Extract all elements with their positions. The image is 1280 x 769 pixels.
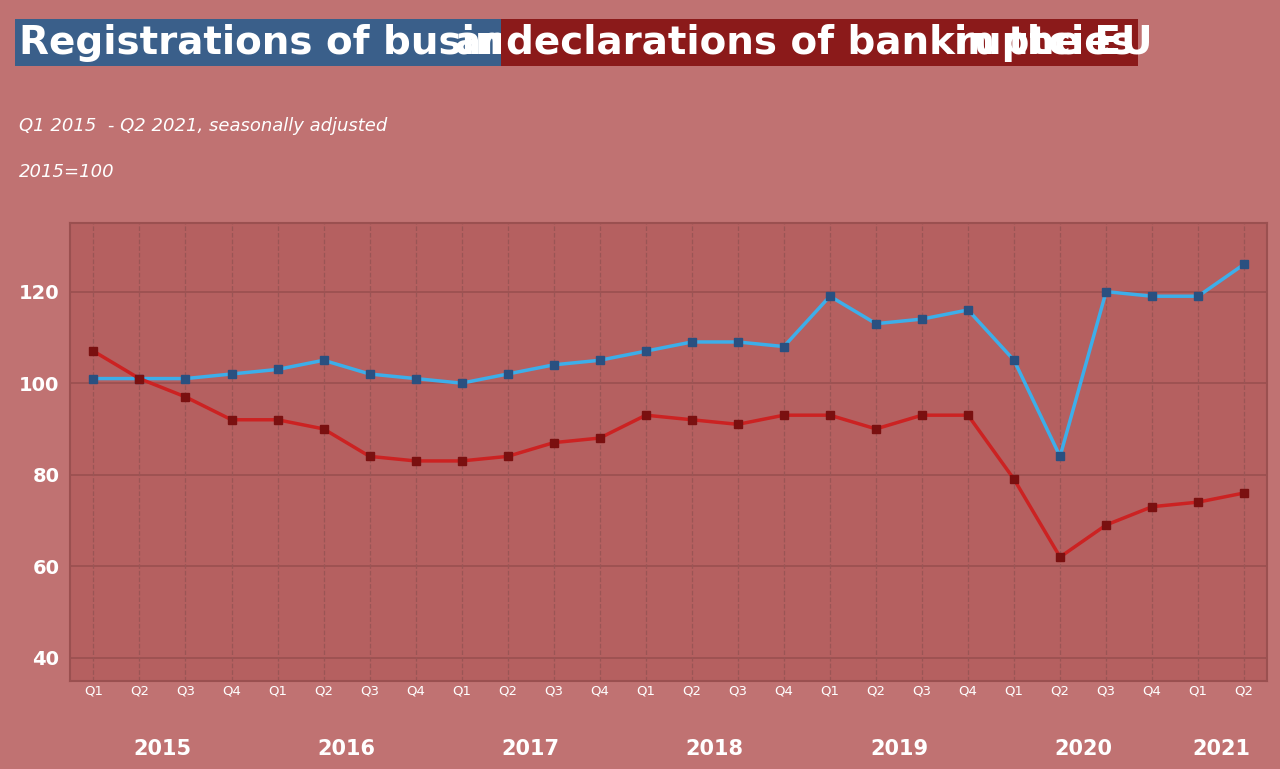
Text: in the EU: in the EU <box>954 24 1152 62</box>
Text: 2019: 2019 <box>870 739 928 759</box>
Text: and: and <box>454 24 536 62</box>
Text: 2017: 2017 <box>502 739 559 759</box>
Text: Q1 2015  - Q2 2021, seasonally adjusted: Q1 2015 - Q2 2021, seasonally adjusted <box>19 117 388 135</box>
Text: Registrations of businesses: Registrations of businesses <box>19 24 625 62</box>
Text: 2021: 2021 <box>1192 739 1251 759</box>
Text: 2015: 2015 <box>133 739 192 759</box>
Text: 2020: 2020 <box>1053 739 1112 759</box>
Text: 2015=100: 2015=100 <box>19 163 115 181</box>
Text: 2018: 2018 <box>686 739 744 759</box>
Text: 2016: 2016 <box>317 739 375 759</box>
Text: declarations of bankruptcies: declarations of bankruptcies <box>506 24 1133 62</box>
